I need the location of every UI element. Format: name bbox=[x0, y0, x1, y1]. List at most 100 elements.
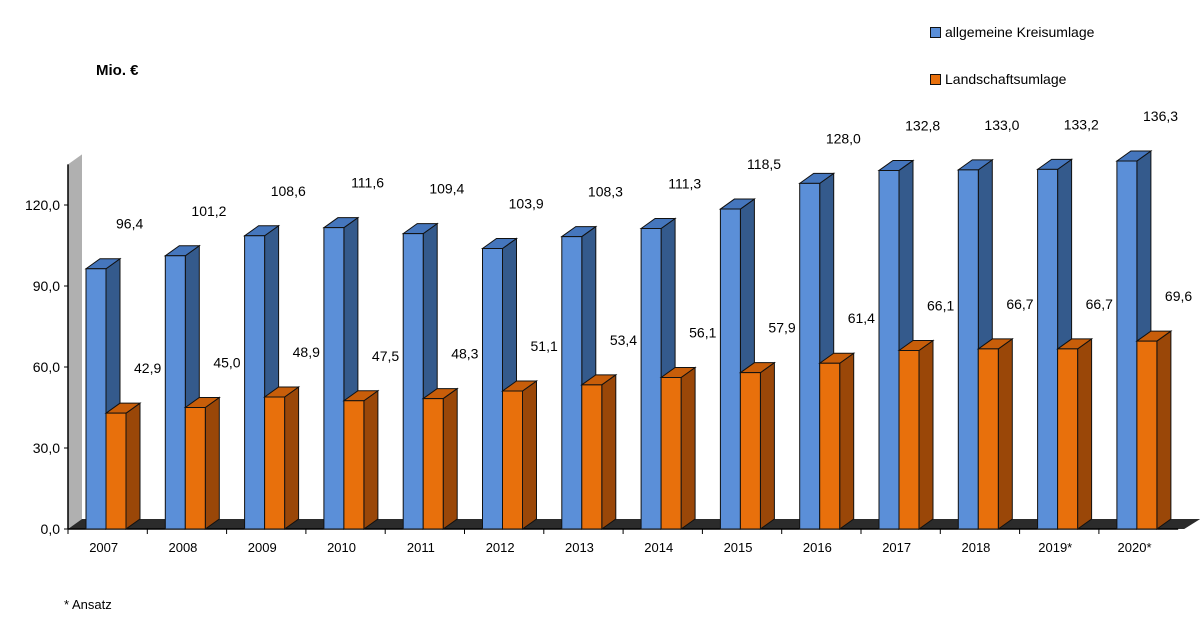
bar-landschaftsumlage bbox=[421, 387, 459, 530]
bar-landschaftsumlage bbox=[659, 366, 697, 530]
bar-front bbox=[85, 268, 107, 530]
bar-side bbox=[680, 366, 696, 530]
bar-front bbox=[799, 182, 821, 530]
data-label: 96,4 bbox=[116, 216, 143, 232]
data-label: 108,6 bbox=[271, 183, 306, 199]
bar-front bbox=[640, 227, 662, 530]
bar-front bbox=[244, 235, 266, 530]
bar-front bbox=[898, 350, 920, 530]
data-label: 136,3 bbox=[1143, 108, 1178, 124]
x-tick-label: 2019* bbox=[1038, 540, 1072, 555]
bar-side bbox=[1156, 330, 1172, 530]
x-tick-label: 2014 bbox=[644, 540, 673, 555]
x-tick-label: 2011 bbox=[407, 540, 435, 555]
x-tick-label: 2020* bbox=[1118, 540, 1152, 555]
data-label: 133,2 bbox=[1064, 116, 1099, 132]
bar-side bbox=[918, 339, 934, 530]
x-tick-label: 2017 bbox=[882, 540, 911, 555]
x-tick-label: 2010 bbox=[327, 540, 356, 555]
data-label: 57,9 bbox=[768, 320, 795, 336]
bar-landschaftsumlage bbox=[738, 361, 776, 530]
legend-label: allgemeine Kreisumlage bbox=[945, 24, 1095, 40]
y-axis-unit-label: Mio. € bbox=[96, 62, 139, 79]
data-label: 66,7 bbox=[1086, 296, 1113, 312]
y-tick-label: 90,0 bbox=[33, 278, 60, 294]
y-tick-label: 0,0 bbox=[41, 521, 61, 537]
data-label: 133,0 bbox=[984, 117, 1019, 133]
bar-front bbox=[422, 398, 444, 530]
data-label: 48,3 bbox=[451, 346, 478, 362]
bar-front bbox=[264, 396, 286, 530]
footnote: * Ansatz bbox=[64, 597, 112, 612]
bar-front bbox=[957, 169, 979, 530]
legend-swatch-orange bbox=[930, 73, 941, 85]
data-label: 66,7 bbox=[1006, 296, 1033, 312]
bar-landschaftsumlage bbox=[818, 352, 856, 530]
bar-front bbox=[164, 255, 186, 530]
legend-swatch-blue bbox=[930, 26, 941, 38]
bar-side bbox=[125, 402, 141, 530]
data-label: 132,8 bbox=[905, 117, 940, 133]
y-tick-label: 120,0 bbox=[25, 197, 60, 213]
data-label: 45,0 bbox=[213, 355, 240, 371]
data-label: 118,5 bbox=[747, 156, 781, 172]
bar-landschaftsumlage bbox=[897, 339, 935, 530]
bar-front bbox=[482, 247, 503, 530]
data-label: 51,1 bbox=[531, 338, 558, 354]
bar-landschaftsumlage bbox=[500, 380, 539, 530]
data-label: 66,1 bbox=[927, 298, 954, 314]
x-tick-label: 2016 bbox=[803, 540, 832, 555]
data-label: 61,4 bbox=[848, 310, 875, 326]
data-label: 111,3 bbox=[668, 175, 701, 191]
bar-front bbox=[184, 407, 206, 530]
bar-side bbox=[997, 337, 1013, 530]
data-label: 103,9 bbox=[509, 195, 544, 211]
bar-front bbox=[402, 233, 424, 530]
bar-landschaftsumlage bbox=[183, 396, 221, 530]
bar-front bbox=[819, 362, 841, 530]
bar-front bbox=[660, 377, 682, 530]
bar-front bbox=[1057, 348, 1079, 530]
bar-front bbox=[323, 227, 345, 530]
bar-front bbox=[977, 348, 999, 530]
bar-front bbox=[561, 236, 583, 530]
y-tick-label: 30,0 bbox=[33, 440, 60, 456]
bar-landschaftsumlage bbox=[1135, 330, 1173, 530]
x-tick-label: 2009 bbox=[248, 540, 277, 555]
x-tick-label: 2013 bbox=[565, 540, 594, 555]
data-label: 109,4 bbox=[429, 181, 464, 197]
data-label: 56,1 bbox=[689, 325, 716, 341]
data-label: 53,4 bbox=[610, 332, 637, 348]
bar-front bbox=[343, 400, 365, 530]
bar-landschaftsumlage bbox=[580, 373, 618, 530]
bar-side bbox=[442, 387, 458, 530]
bar-front bbox=[581, 384, 603, 530]
data-label: 69,6 bbox=[1165, 288, 1192, 304]
bar-side bbox=[759, 361, 775, 530]
legend-item-landschaftsumlage: Landschaftsumlage bbox=[930, 71, 1066, 87]
y-tick-label: 60,0 bbox=[33, 359, 60, 375]
x-tick-label: 2008 bbox=[168, 540, 197, 555]
bar-side bbox=[839, 352, 855, 530]
bar-landschaftsumlage bbox=[342, 389, 380, 530]
bar-landschaftsumlage bbox=[104, 402, 142, 530]
bar-front bbox=[878, 169, 900, 530]
x-tick-label: 2015 bbox=[724, 540, 753, 555]
bar-front bbox=[1136, 340, 1158, 530]
data-label: 47,5 bbox=[372, 348, 399, 364]
bar-side bbox=[363, 389, 379, 530]
legend-item-kreisumlage: allgemeine Kreisumlage bbox=[930, 24, 1094, 40]
bar-side bbox=[522, 380, 537, 530]
legend-label: Landschaftsumlage bbox=[945, 71, 1067, 87]
bar-front bbox=[1116, 160, 1138, 530]
bar-landschaftsumlage bbox=[1056, 337, 1094, 530]
data-label: 111,6 bbox=[351, 175, 384, 191]
bar-side bbox=[204, 396, 220, 530]
bar-side bbox=[284, 385, 300, 530]
bar-landschaftsumlage bbox=[976, 337, 1014, 530]
bar-front bbox=[719, 208, 741, 530]
bar-front bbox=[739, 372, 761, 530]
bar-side bbox=[601, 373, 617, 530]
bar-front bbox=[502, 390, 523, 530]
data-label: 101,2 bbox=[191, 203, 226, 219]
